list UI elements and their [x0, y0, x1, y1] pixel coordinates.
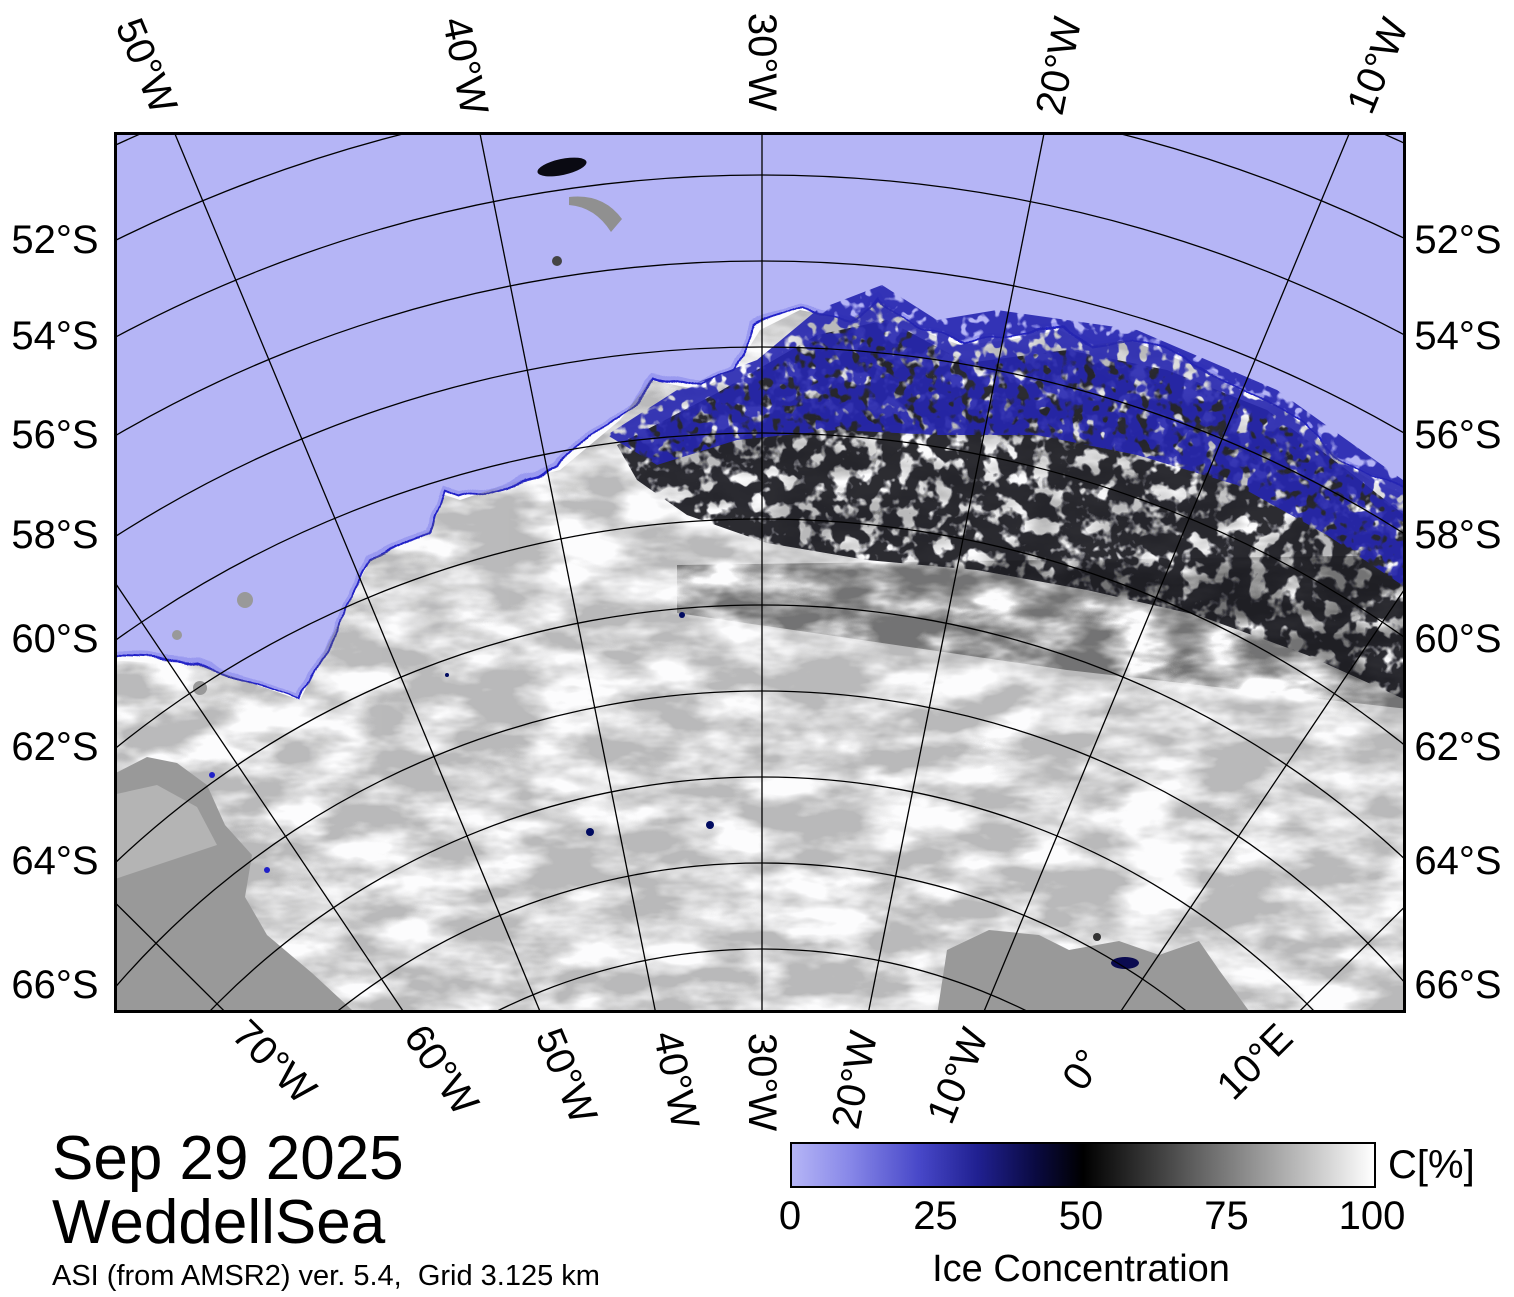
polynya-dots: [445, 612, 714, 836]
lon-label-top: 40°W: [433, 13, 497, 119]
colorbar-ticks: 0 25 50 75 100: [779, 1194, 1406, 1240]
lat-label-right: 62°S: [1414, 725, 1502, 769]
colorbar-title: Ice Concentration: [932, 1248, 1230, 1290]
colorbar-tick: 75: [1204, 1194, 1249, 1238]
colorbar-unit-label: C[%]: [1388, 1143, 1475, 1187]
colorbar-tick: 0: [778, 1194, 802, 1238]
colorbar-gradient: [790, 1142, 1376, 1188]
lat-label-right: 54°S: [1414, 314, 1502, 358]
lon-label-bottom: 10°E: [1208, 1015, 1302, 1109]
lat-label-right: 66°S: [1414, 963, 1502, 1007]
lon-label-top: 20°W: [1027, 13, 1091, 119]
lon-label-bottom: 20°W: [823, 1027, 887, 1133]
lat-label-left: 58°S: [11, 513, 99, 557]
lat-label-right: 60°S: [1414, 617, 1502, 661]
land-antarctic-peninsula: [117, 757, 352, 1010]
low-concentration-ice: [607, 285, 1403, 586]
lon-label-bottom: 60°W: [395, 1016, 487, 1124]
lat-label-left: 54°S: [11, 314, 99, 358]
lon-label-top: 30°W: [740, 12, 784, 112]
lon-label-bottom: 0°: [1054, 1041, 1112, 1099]
lon-label-top: 10°W: [1338, 12, 1418, 120]
colorbar-tick: 50: [1058, 1194, 1104, 1238]
lat-label-left: 56°S: [11, 413, 99, 457]
lat-label-right: 58°S: [1414, 513, 1502, 557]
map-frame: [114, 132, 1406, 1013]
lon-label-bottom: 50°W: [526, 1022, 606, 1130]
lat-label-right: 52°S: [1414, 218, 1502, 262]
title-date: Sep 29 2025: [52, 1124, 404, 1193]
lat-label-left: 62°S: [11, 725, 99, 769]
land-coats-land: [937, 930, 1249, 1010]
lon-label-bottom: 40°W: [644, 1027, 708, 1133]
lat-label-right: 56°S: [1414, 413, 1502, 457]
lat-label-left: 60°S: [11, 617, 99, 661]
lon-label-top: 50°W: [106, 12, 186, 120]
colorbar-tick: 25: [913, 1194, 958, 1238]
lat-label-left: 64°S: [11, 839, 99, 883]
lon-label-bottom: 30°W: [740, 1032, 784, 1132]
map-canvas: [117, 135, 1403, 1010]
lon-label-bottom: 70°W: [223, 1011, 325, 1113]
title-region: WeddellSea: [52, 1188, 386, 1257]
islands-north: [537, 157, 622, 266]
lon-label-bottom: 10°W: [918, 1022, 998, 1130]
lat-label-right: 64°S: [1414, 839, 1502, 883]
lat-label-left: 52°S: [11, 218, 99, 262]
lat-label-left: 66°S: [11, 963, 99, 1007]
title-source: ASI (from AMSR2) ver. 5.4, Grid 3.125 km: [52, 1260, 600, 1292]
graticule: [117, 135, 1403, 1010]
colorbar-tick: 100: [1338, 1194, 1406, 1238]
